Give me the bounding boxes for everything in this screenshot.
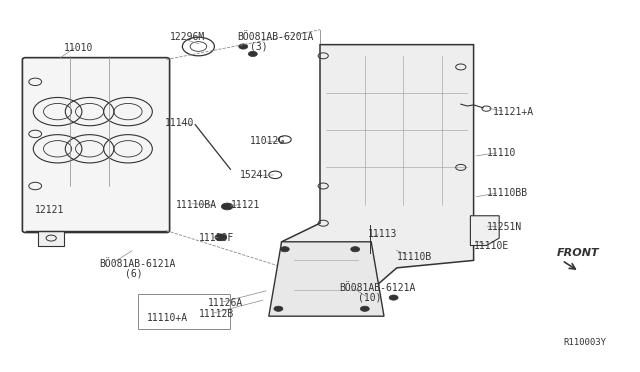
Text: BÖ081AB-6201A: BÖ081AB-6201A [237,32,313,42]
Circle shape [274,306,283,311]
Text: 11140: 11140 [165,118,195,128]
Polygon shape [282,45,474,290]
Text: 11010: 11010 [64,44,93,53]
Text: 11113: 11113 [368,230,397,239]
Circle shape [360,306,369,311]
Text: 11121: 11121 [230,200,260,209]
Circle shape [280,247,289,252]
Text: 11110F: 11110F [198,233,234,243]
Text: 11121+A: 11121+A [493,107,534,116]
Polygon shape [269,242,384,316]
Text: FRONT: FRONT [557,248,600,258]
Text: (6): (6) [125,269,143,278]
Circle shape [221,203,233,210]
Polygon shape [38,231,64,246]
Circle shape [389,295,398,300]
Text: 11251N: 11251N [486,222,522,232]
Text: 11110B: 11110B [397,252,432,262]
Text: 12121: 12121 [35,205,65,215]
Text: 12296M: 12296M [170,32,205,42]
Polygon shape [470,216,499,246]
Text: (10): (10) [358,293,382,302]
Text: BÖ081AB-6121A: BÖ081AB-6121A [339,283,415,293]
Text: 11110E: 11110E [474,241,509,250]
Text: 11110BB: 11110BB [486,189,527,198]
Text: BÖ081AB-6121A: BÖ081AB-6121A [99,259,175,269]
Circle shape [365,223,374,228]
Text: 11012G: 11012G [250,137,285,146]
Text: 11110: 11110 [486,148,516,157]
Circle shape [248,51,257,57]
Text: 11110BA: 11110BA [176,200,217,209]
Text: 11110+A: 11110+A [147,313,188,323]
Circle shape [215,234,227,241]
Text: 15241: 15241 [240,170,269,180]
Circle shape [351,247,360,252]
Text: 11126A: 11126A [208,298,243,308]
Text: R110003Y: R110003Y [563,338,606,347]
Circle shape [239,44,248,49]
FancyBboxPatch shape [22,58,170,232]
Text: (3): (3) [250,42,268,51]
Text: 11112B: 11112B [198,310,234,319]
